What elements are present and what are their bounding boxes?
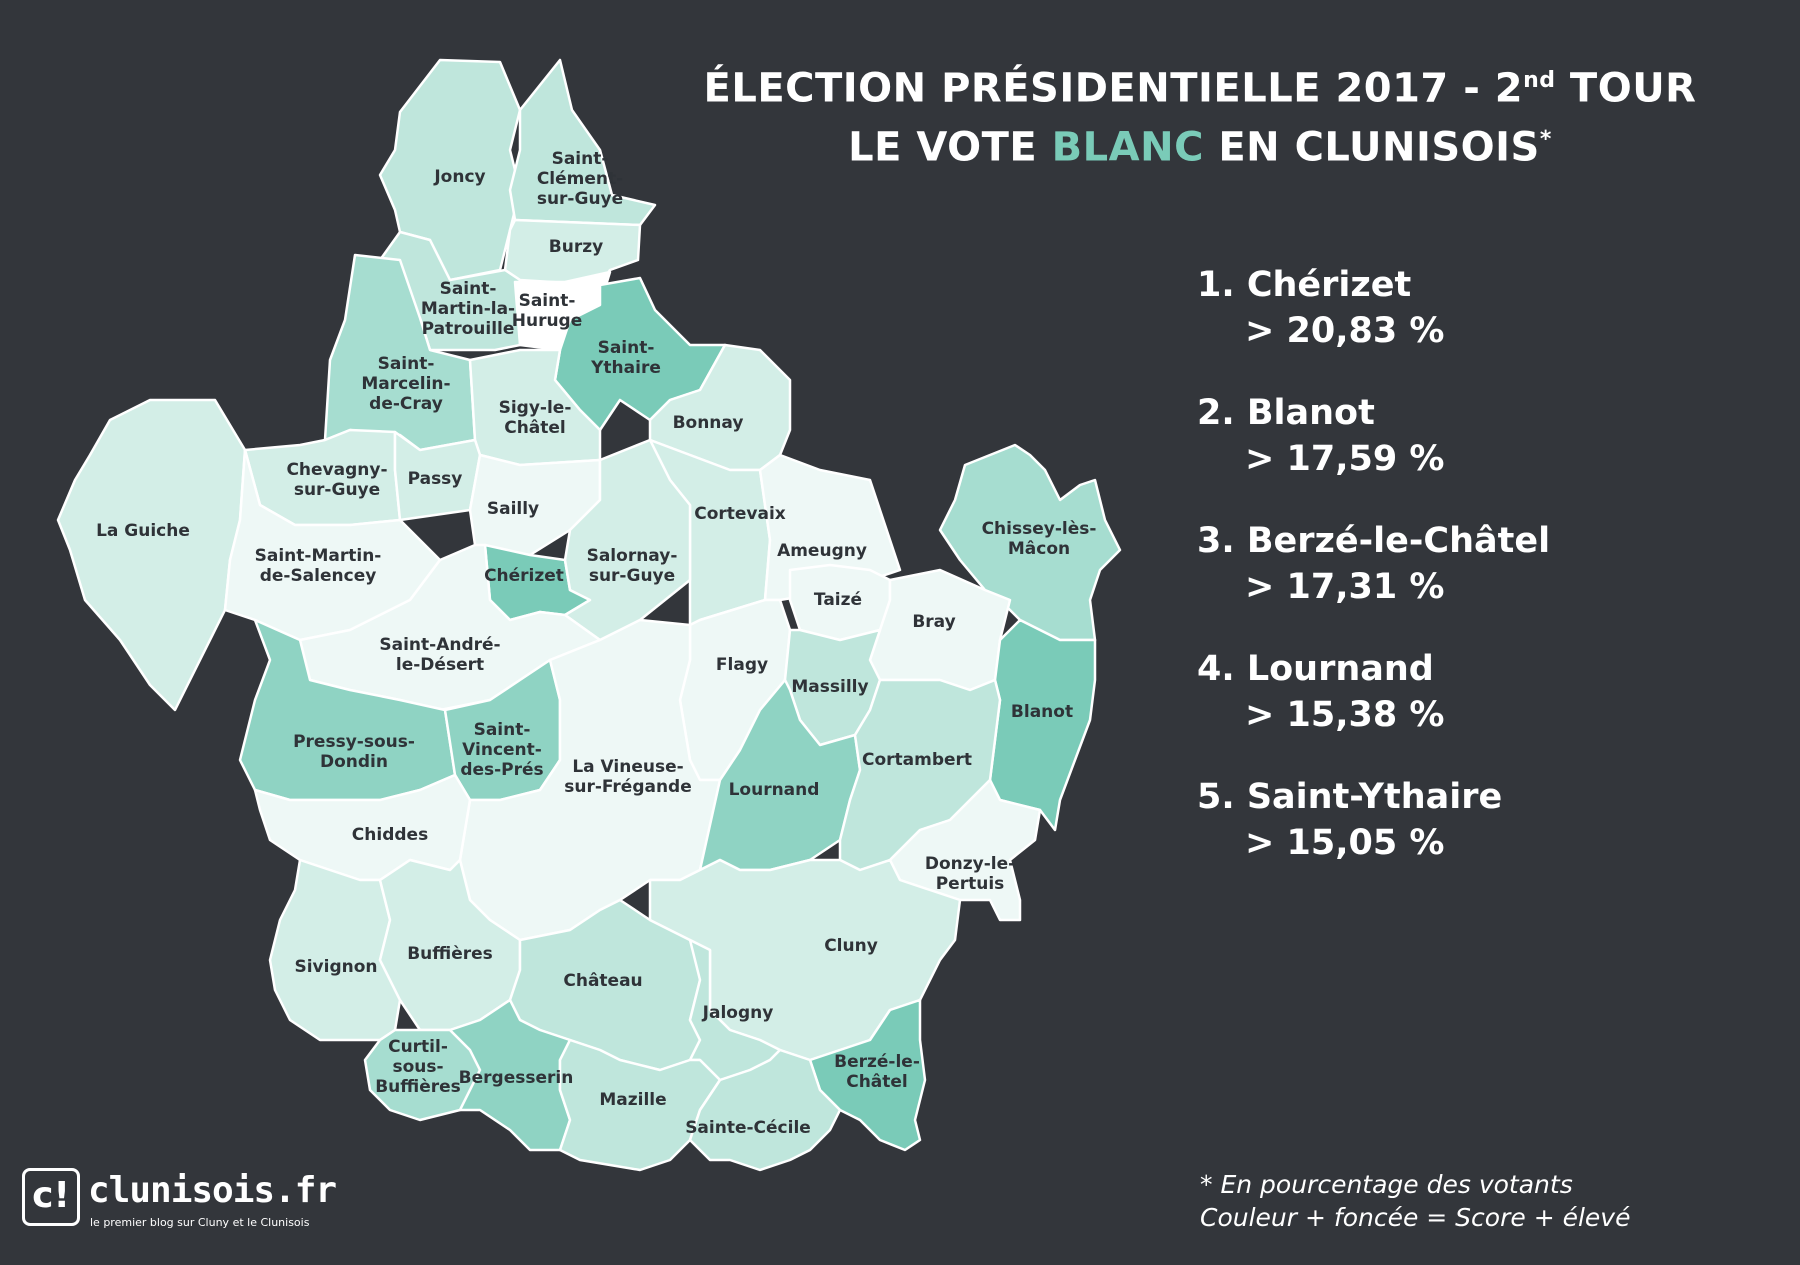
ranking-item: 4. Lournand > 15,38 % <box>1197 646 1550 738</box>
commune-ameugny <box>758 453 902 602</box>
commune-label-curtil: Curtil-sous-Buffières <box>375 1037 461 1097</box>
commune-label-chissey: Chissey-lès-Mâcon <box>982 519 1097 559</box>
commune-la-guiche <box>56 398 247 712</box>
ranking-value: > 15,38 % <box>1245 695 1445 735</box>
commune-label-chiddes: Chiddes <box>352 825 428 845</box>
logo-tagline: le premier blog sur Cluny et le Clunisoi… <box>90 1216 310 1229</box>
commune-label-sigy: Sigy-le-Châtel <box>499 398 572 438</box>
ranking-item: 2. Blanot > 17,59 % <box>1197 390 1550 482</box>
ranking-name: 3. Berzé-le-Châtel <box>1197 521 1551 561</box>
commune-label-sailly: Sailly <box>487 499 539 519</box>
commune-label-sainte-cecile: Sainte-Cécile <box>685 1118 811 1138</box>
commune-label-cherizet: Chérizet <box>484 566 564 586</box>
commune-label-cluny: Cluny <box>824 936 878 956</box>
footnote: * En pourcentage des votants Couleur + f… <box>1200 1168 1630 1234</box>
commune-label-salornay: Salornay-sur-Guye <box>587 546 678 586</box>
commune-label-burzy: Burzy <box>549 237 603 257</box>
ranking-value: > 17,31 % <box>1245 567 1445 607</box>
commune-label-mazille: Mazille <box>599 1090 666 1110</box>
ranking-value: > 20,83 % <box>1245 311 1445 351</box>
commune-label-chevagny: Chevagny-sur-Guye <box>286 460 387 500</box>
footnote-line-2: Couleur + foncée = Score + élevé <box>1200 1203 1631 1232</box>
commune-label-passy: Passy <box>408 469 463 489</box>
commune-label-pressy: Pressy-sous-Dondin <box>293 732 415 772</box>
ranking-item: 1. Chérizet > 20,83 % <box>1197 262 1550 354</box>
commune-berze <box>808 998 927 1152</box>
commune-label-saint-vincent: Saint-Vincent-des-Prés <box>460 720 543 780</box>
commune-label-buffieres: Buffières <box>407 944 493 964</box>
ranking-item: 3. Berzé-le-Châtel > 17,31 % <box>1197 518 1550 610</box>
commune-label-berze: Berzé-le-Châtel <box>834 1052 920 1092</box>
commune-label-flagy: Flagy <box>716 655 768 675</box>
commune-label-saint-ythaire: Saint-Ythaire <box>590 338 661 378</box>
title-line-1: ÉLECTION PRÉSIDENTIELLE 2017 - 2nd TOUR <box>703 65 1697 112</box>
ranking-name: 2. Blanot <box>1197 393 1375 433</box>
page-title: ÉLECTION PRÉSIDENTIELLE 2017 - 2nd TOUR … <box>700 55 1700 174</box>
ranking-item: 5. Saint-Ythaire > 15,05 % <box>1197 774 1550 866</box>
commune-label-ameugny: Ameugny <box>777 541 867 561</box>
ranking-name: 5. Saint-Ythaire <box>1197 777 1503 817</box>
commune-sainte-cecile <box>688 1048 842 1172</box>
commune-shapes <box>56 58 1122 1172</box>
ranking-name: 1. Chérizet <box>1197 265 1412 305</box>
commune-chissey <box>938 443 1122 642</box>
ranking-list: 1. Chérizet > 20,83 % 2. Blanot > 17,59 … <box>1197 262 1550 902</box>
commune-label-la-guiche: La Guiche <box>96 521 190 541</box>
commune-label-cortambert: Cortambert <box>862 750 972 770</box>
title-line-2: LE VOTE BLANC EN CLUNISOIS* <box>848 124 1552 171</box>
footnote-line-1: * En pourcentage des votants <box>1200 1170 1573 1199</box>
commune-label-bray: Bray <box>912 612 955 632</box>
commune-label-donzy: Donzy-le-Pertuis <box>925 854 1015 894</box>
commune-label-saint-marcelin: Saint-Marcelin-de-Cray <box>361 354 450 414</box>
commune-label-massilly: Massilly <box>791 677 868 697</box>
commune-label-saint-huruge: Saint-Huruge <box>512 291 583 331</box>
commune-label-blanot: Blanot <box>1011 702 1073 722</box>
commune-label-saint-clement: Saint-Clément-sur-Guye <box>537 149 623 209</box>
commune-label-bergesserin: Bergesserin <box>459 1068 574 1088</box>
logo-name: clunisois.fr <box>88 1170 337 1211</box>
commune-label-joncy: Joncy <box>433 167 485 187</box>
commune-labels: Joncy Saint-Clément-sur-Guye Burzy Saint… <box>96 149 1096 1138</box>
logo-mark-icon: c! <box>22 1168 80 1226</box>
commune-label-sivignon: Sivignon <box>294 957 377 977</box>
commune-label-chateau: Château <box>563 971 642 991</box>
ranking-value: > 15,05 % <box>1245 823 1445 863</box>
commune-label-saint-martin-patrouille: Saint-Martin-la-Patrouille <box>421 279 515 339</box>
ranking-value: > 17,59 % <box>1245 439 1445 479</box>
title-accent-word: BLANC <box>1051 124 1204 171</box>
commune-saint-clement <box>508 58 657 227</box>
commune-label-bonnay: Bonnay <box>673 413 744 433</box>
commune-label-saint-andre: Saint-André-le-Désert <box>379 635 500 675</box>
commune-label-jalogny: Jalogny <box>702 1003 774 1023</box>
commune-mazille <box>558 1038 722 1172</box>
commune-label-taize: Taizé <box>814 590 862 610</box>
commune-salornay <box>563 438 692 642</box>
commune-blanot <box>988 618 1097 832</box>
commune-label-cortevaix: Cortevaix <box>694 504 786 524</box>
commune-label-lournand: Lournand <box>729 780 820 800</box>
commune-saint-ythaire <box>553 276 727 432</box>
commune-label-la-vineuse: La Vineuse-sur-Frégande <box>564 757 692 797</box>
commune-label-saint-martin-salencey: Saint-Martin-de-Salencey <box>255 546 382 586</box>
ranking-name: 4. Lournand <box>1197 649 1434 689</box>
